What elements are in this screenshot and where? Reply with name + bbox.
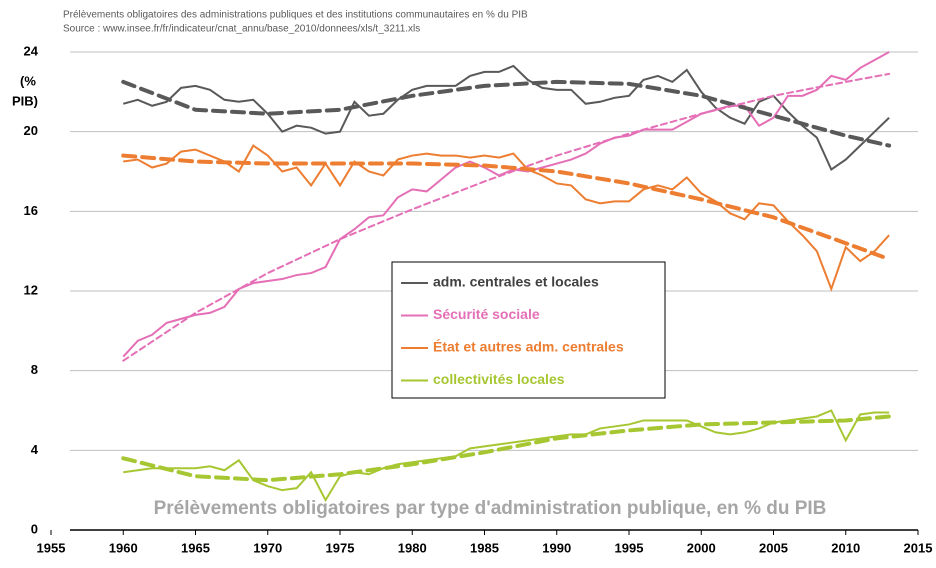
- legend-label: collectivités locales: [433, 371, 565, 387]
- x-tick-label: 1955: [37, 540, 66, 555]
- y-tick-label: 24: [24, 43, 39, 58]
- y-tick-label: 0: [31, 521, 38, 536]
- y-tick-label: 16: [24, 203, 38, 218]
- trend-line: [121, 414, 892, 483]
- x-tick-label: 2015: [904, 540, 933, 555]
- y-tick-label: 4: [31, 442, 39, 457]
- legend-box: [391, 261, 666, 399]
- x-tick-label: 1980: [398, 540, 427, 555]
- legend-label: État et autres adm. centrales: [433, 339, 624, 355]
- x-tick-label: 1965: [181, 540, 210, 555]
- trend-line: [121, 79, 892, 148]
- y-axis-label: (%: [20, 73, 36, 88]
- x-tick-label: 1960: [109, 540, 138, 555]
- series-line: [122, 51, 890, 358]
- legend-label: Sécurité sociale: [433, 306, 540, 322]
- x-tick-label: 1970: [253, 540, 282, 555]
- x-tick-label: 1995: [615, 540, 644, 555]
- y-tick-label: 8: [31, 362, 38, 377]
- y-tick-label: 12: [24, 282, 38, 297]
- series-line: [122, 64, 890, 172]
- x-tick-label: 2010: [831, 540, 860, 555]
- trend-line: [121, 153, 892, 262]
- legend-label: adm. centrales et locales: [433, 274, 599, 290]
- x-tick-label: 1990: [542, 540, 571, 555]
- x-tick-label: 2005: [759, 540, 788, 555]
- x-tick-label: 1985: [470, 540, 499, 555]
- x-tick-label: 2000: [687, 540, 716, 555]
- series-line: [123, 144, 890, 292]
- header: Prélèvements obligatoires des administra…: [63, 10, 528, 21]
- x-tick-label: 1975: [326, 540, 355, 555]
- source: Source : www.insee.fr/fr/indicateur/cnat…: [63, 24, 420, 35]
- y-tick-label: 20: [24, 123, 38, 138]
- y-axis-label: PIB): [12, 93, 38, 108]
- chart-title: Prélèvements obligatoires par type d'adm…: [154, 498, 827, 519]
- series-line: [123, 409, 890, 503]
